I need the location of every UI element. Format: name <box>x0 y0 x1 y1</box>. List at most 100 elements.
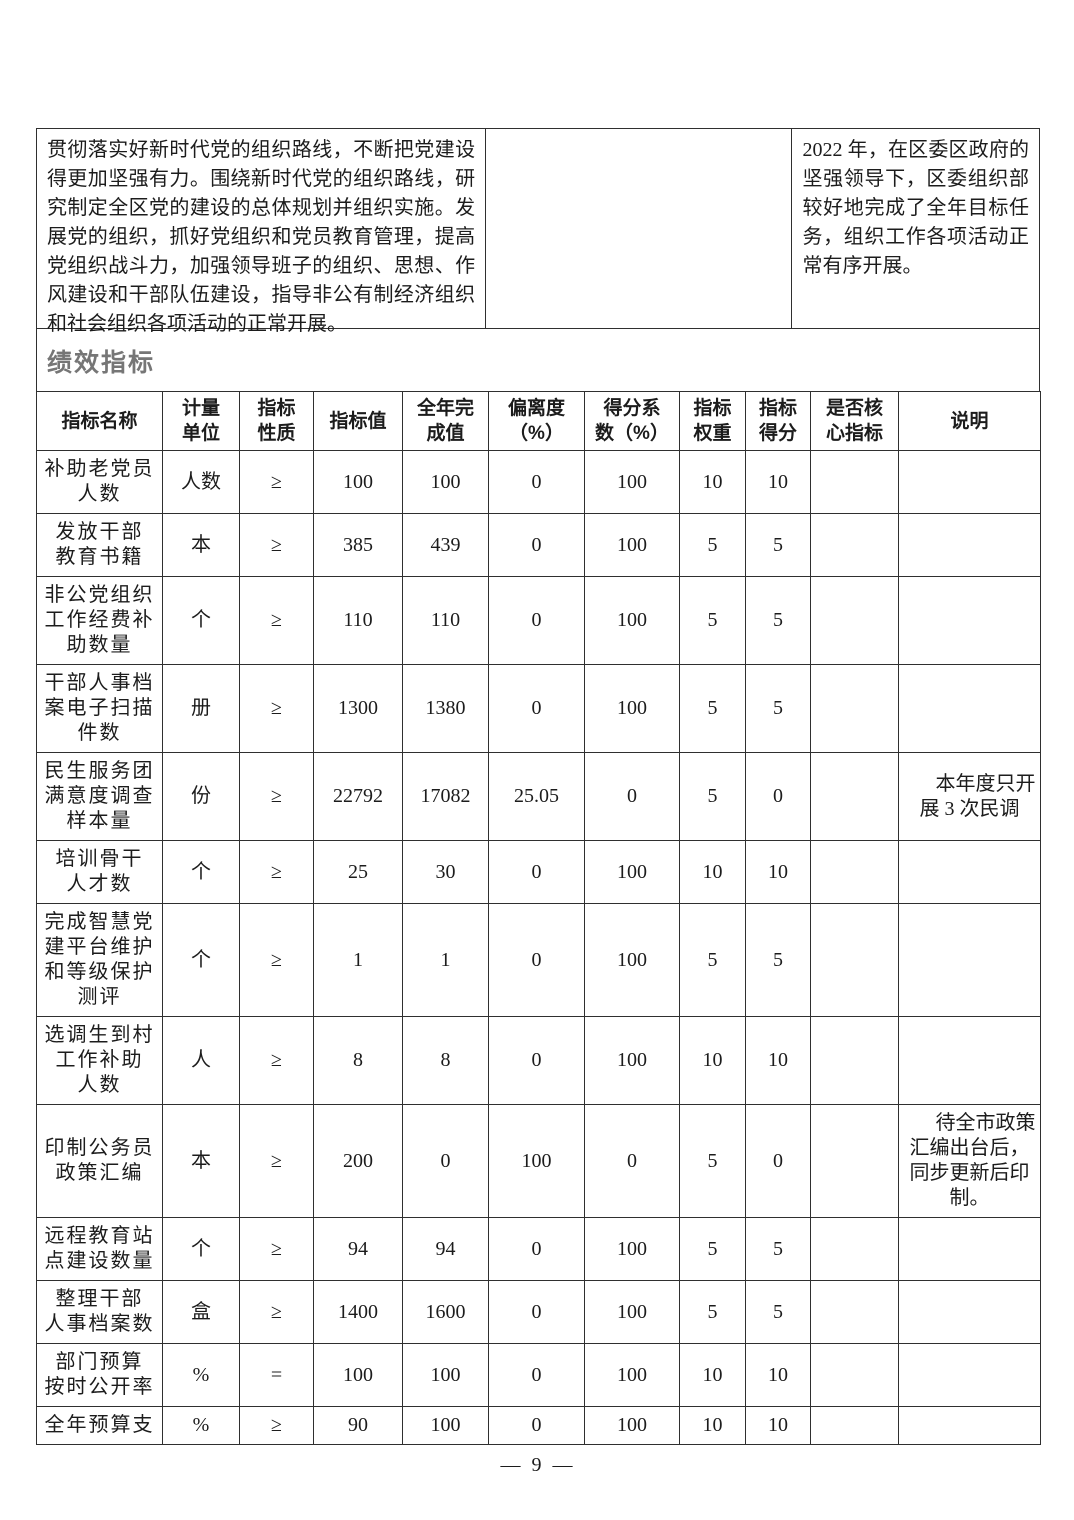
table-row: 整理干部 人事档案数盒 ≥1400 1600 0 100 5 5 <box>36 1280 1041 1344</box>
table-row: 干部人事档 案电子扫描 件数册 ≥1300 1380 0 100 5 5 <box>36 664 1041 753</box>
cell-unit: 份 <box>162 752 240 841</box>
cell-name: 培训骨干 人才数 <box>36 840 163 904</box>
cell-unit: 个 <box>162 576 240 665</box>
header-cell-deviation: 偏离度 （%） <box>488 391 585 451</box>
cell-deviation: 25.05 <box>488 752 585 841</box>
cell-completed: 1600 <box>402 1280 489 1344</box>
cell-note: 本年度只开展 3 次民调 <box>898 752 1041 841</box>
cell-weight: 5 <box>679 664 746 753</box>
cell-score: 5 <box>745 513 811 577</box>
cell-target: 1 <box>313 903 403 1017</box>
cell-nature: ≥ <box>239 752 314 841</box>
cell-coefficient: 100 <box>584 1016 680 1105</box>
table-row: 选调生到村 工作补助 人数人 ≥8 8 0 100 10 10 <box>36 1016 1041 1105</box>
cell-name: 补助老党员 人数 <box>36 450 163 514</box>
cell-deviation: 0 <box>488 1217 585 1281</box>
table-row: 补助老党员 人数 人数 ≥100 100 0 100 10 10 <box>36 450 1041 514</box>
table-row: 培训骨干 人才数个 ≥25 30 0 100 10 10 <box>36 840 1041 904</box>
cell-target: 385 <box>313 513 403 577</box>
header-cell-completed: 全年完 成值 <box>402 391 489 451</box>
cell-note <box>898 576 1041 665</box>
cell-coefficient: 0 <box>584 1104 680 1218</box>
cell-name: 全年预算支 <box>36 1406 163 1445</box>
cell-coefficient: 100 <box>584 450 680 514</box>
cell-nature: ≥ <box>239 1217 314 1281</box>
header-cell-name: 指标名称 <box>36 391 163 451</box>
cell-completed: 100 <box>402 1343 489 1407</box>
cell-note <box>898 1343 1041 1407</box>
table-row: 全年预算支% ≥90 100 0 100 10 10 <box>36 1406 1041 1445</box>
cell-completed: 100 <box>402 450 489 514</box>
intro-right-paragraph: 2022 年，在区委区政府的坚强领导下，区委组织部较好地完成了全年目标任务，组织… <box>802 139 1029 277</box>
cell-target: 1400 <box>313 1280 403 1344</box>
cell-note <box>898 450 1041 514</box>
cell-weight: 5 <box>679 903 746 1017</box>
cell-deviation: 0 <box>488 903 585 1017</box>
cell-score: 0 <box>745 1104 811 1218</box>
cell-name: 整理干部 人事档案数 <box>36 1280 163 1344</box>
cell-target: 1300 <box>313 664 403 753</box>
cell-weight: 5 <box>679 752 746 841</box>
cell-nature: = <box>239 1343 314 1407</box>
cell-coefficient: 100 <box>584 1343 680 1407</box>
cell-core <box>810 576 899 665</box>
cell-note <box>898 1016 1041 1105</box>
cell-core <box>810 664 899 753</box>
cell-note <box>898 840 1041 904</box>
cell-unit: 个 <box>162 903 240 1017</box>
cell-core <box>810 840 899 904</box>
cell-nature: ≥ <box>239 840 314 904</box>
cell-deviation: 0 <box>488 450 585 514</box>
cell-unit: 个 <box>162 1217 240 1281</box>
cell-deviation: 0 <box>488 1280 585 1344</box>
cell-nature: ≥ <box>239 664 314 753</box>
cell-unit: % <box>162 1406 240 1445</box>
cell-completed: 30 <box>402 840 489 904</box>
cell-nature: ≥ <box>239 576 314 665</box>
cell-deviation: 0 <box>488 664 585 753</box>
cell-nature: ≥ <box>239 1406 314 1445</box>
cell-nature: ≥ <box>239 450 314 514</box>
cell-nature: ≥ <box>239 1104 314 1218</box>
indicator-table-body: 补助老党员 人数 人数 ≥100 100 0 100 10 10 发放干部 教育书籍本 ≥385 4… <box>36 450 1041 1445</box>
cell-nature: ≥ <box>239 1280 314 1344</box>
cell-score: 10 <box>745 1406 811 1445</box>
cell-target: 90 <box>313 1406 403 1445</box>
cell-core <box>810 1280 899 1344</box>
section-title-band: 绩效指标 <box>36 329 1040 391</box>
cell-coefficient: 100 <box>584 664 680 753</box>
cell-unit: 册 <box>162 664 240 753</box>
cell-unit: % <box>162 1343 240 1407</box>
cell-deviation: 0 <box>488 513 585 577</box>
cell-note <box>898 1280 1041 1344</box>
cell-name: 完成智慧党 建平台维护 和等级保护 测评 <box>36 903 163 1017</box>
cell-name: 印制公务员 政策汇编 <box>36 1104 163 1218</box>
table-row: 发放干部 教育书籍本 ≥385 439 0 100 5 5 <box>36 513 1041 577</box>
cell-weight: 10 <box>679 1406 746 1445</box>
cell-target: 25 <box>313 840 403 904</box>
cell-name: 民生服务团 满意度调查 样本量 <box>36 752 163 841</box>
cell-deviation: 0 <box>488 1343 585 1407</box>
header-cell-coefficient: 得分系 数（%） <box>584 391 680 451</box>
cell-core <box>810 1104 899 1218</box>
cell-completed: 1380 <box>402 664 489 753</box>
cell-target: 22792 <box>313 752 403 841</box>
cell-coefficient: 100 <box>584 1217 680 1281</box>
cell-weight: 5 <box>679 1217 746 1281</box>
cell-deviation: 0 <box>488 1406 585 1445</box>
cell-completed: 439 <box>402 513 489 577</box>
cell-nature: ≥ <box>239 1016 314 1105</box>
cell-core <box>810 903 899 1017</box>
indicator-table: 指标名称 计量 单位 指标 性质 指标值 全年完 成值 偏离度 （%） 得分系 数（%） 指标… <box>36 391 1041 1445</box>
cell-coefficient: 100 <box>584 1280 680 1344</box>
cell-note: 待全市政策汇编出台后，同步更新后印制。 <box>898 1104 1041 1218</box>
section-title: 绩效指标 <box>47 349 156 377</box>
cell-note <box>898 513 1041 577</box>
cell-core <box>810 752 899 841</box>
cell-coefficient: 100 <box>584 903 680 1017</box>
cell-core <box>810 1016 899 1105</box>
cell-score: 10 <box>745 1016 811 1105</box>
cell-nature: ≥ <box>239 903 314 1017</box>
intro-middle-cell <box>486 129 793 328</box>
cell-core <box>810 1343 899 1407</box>
